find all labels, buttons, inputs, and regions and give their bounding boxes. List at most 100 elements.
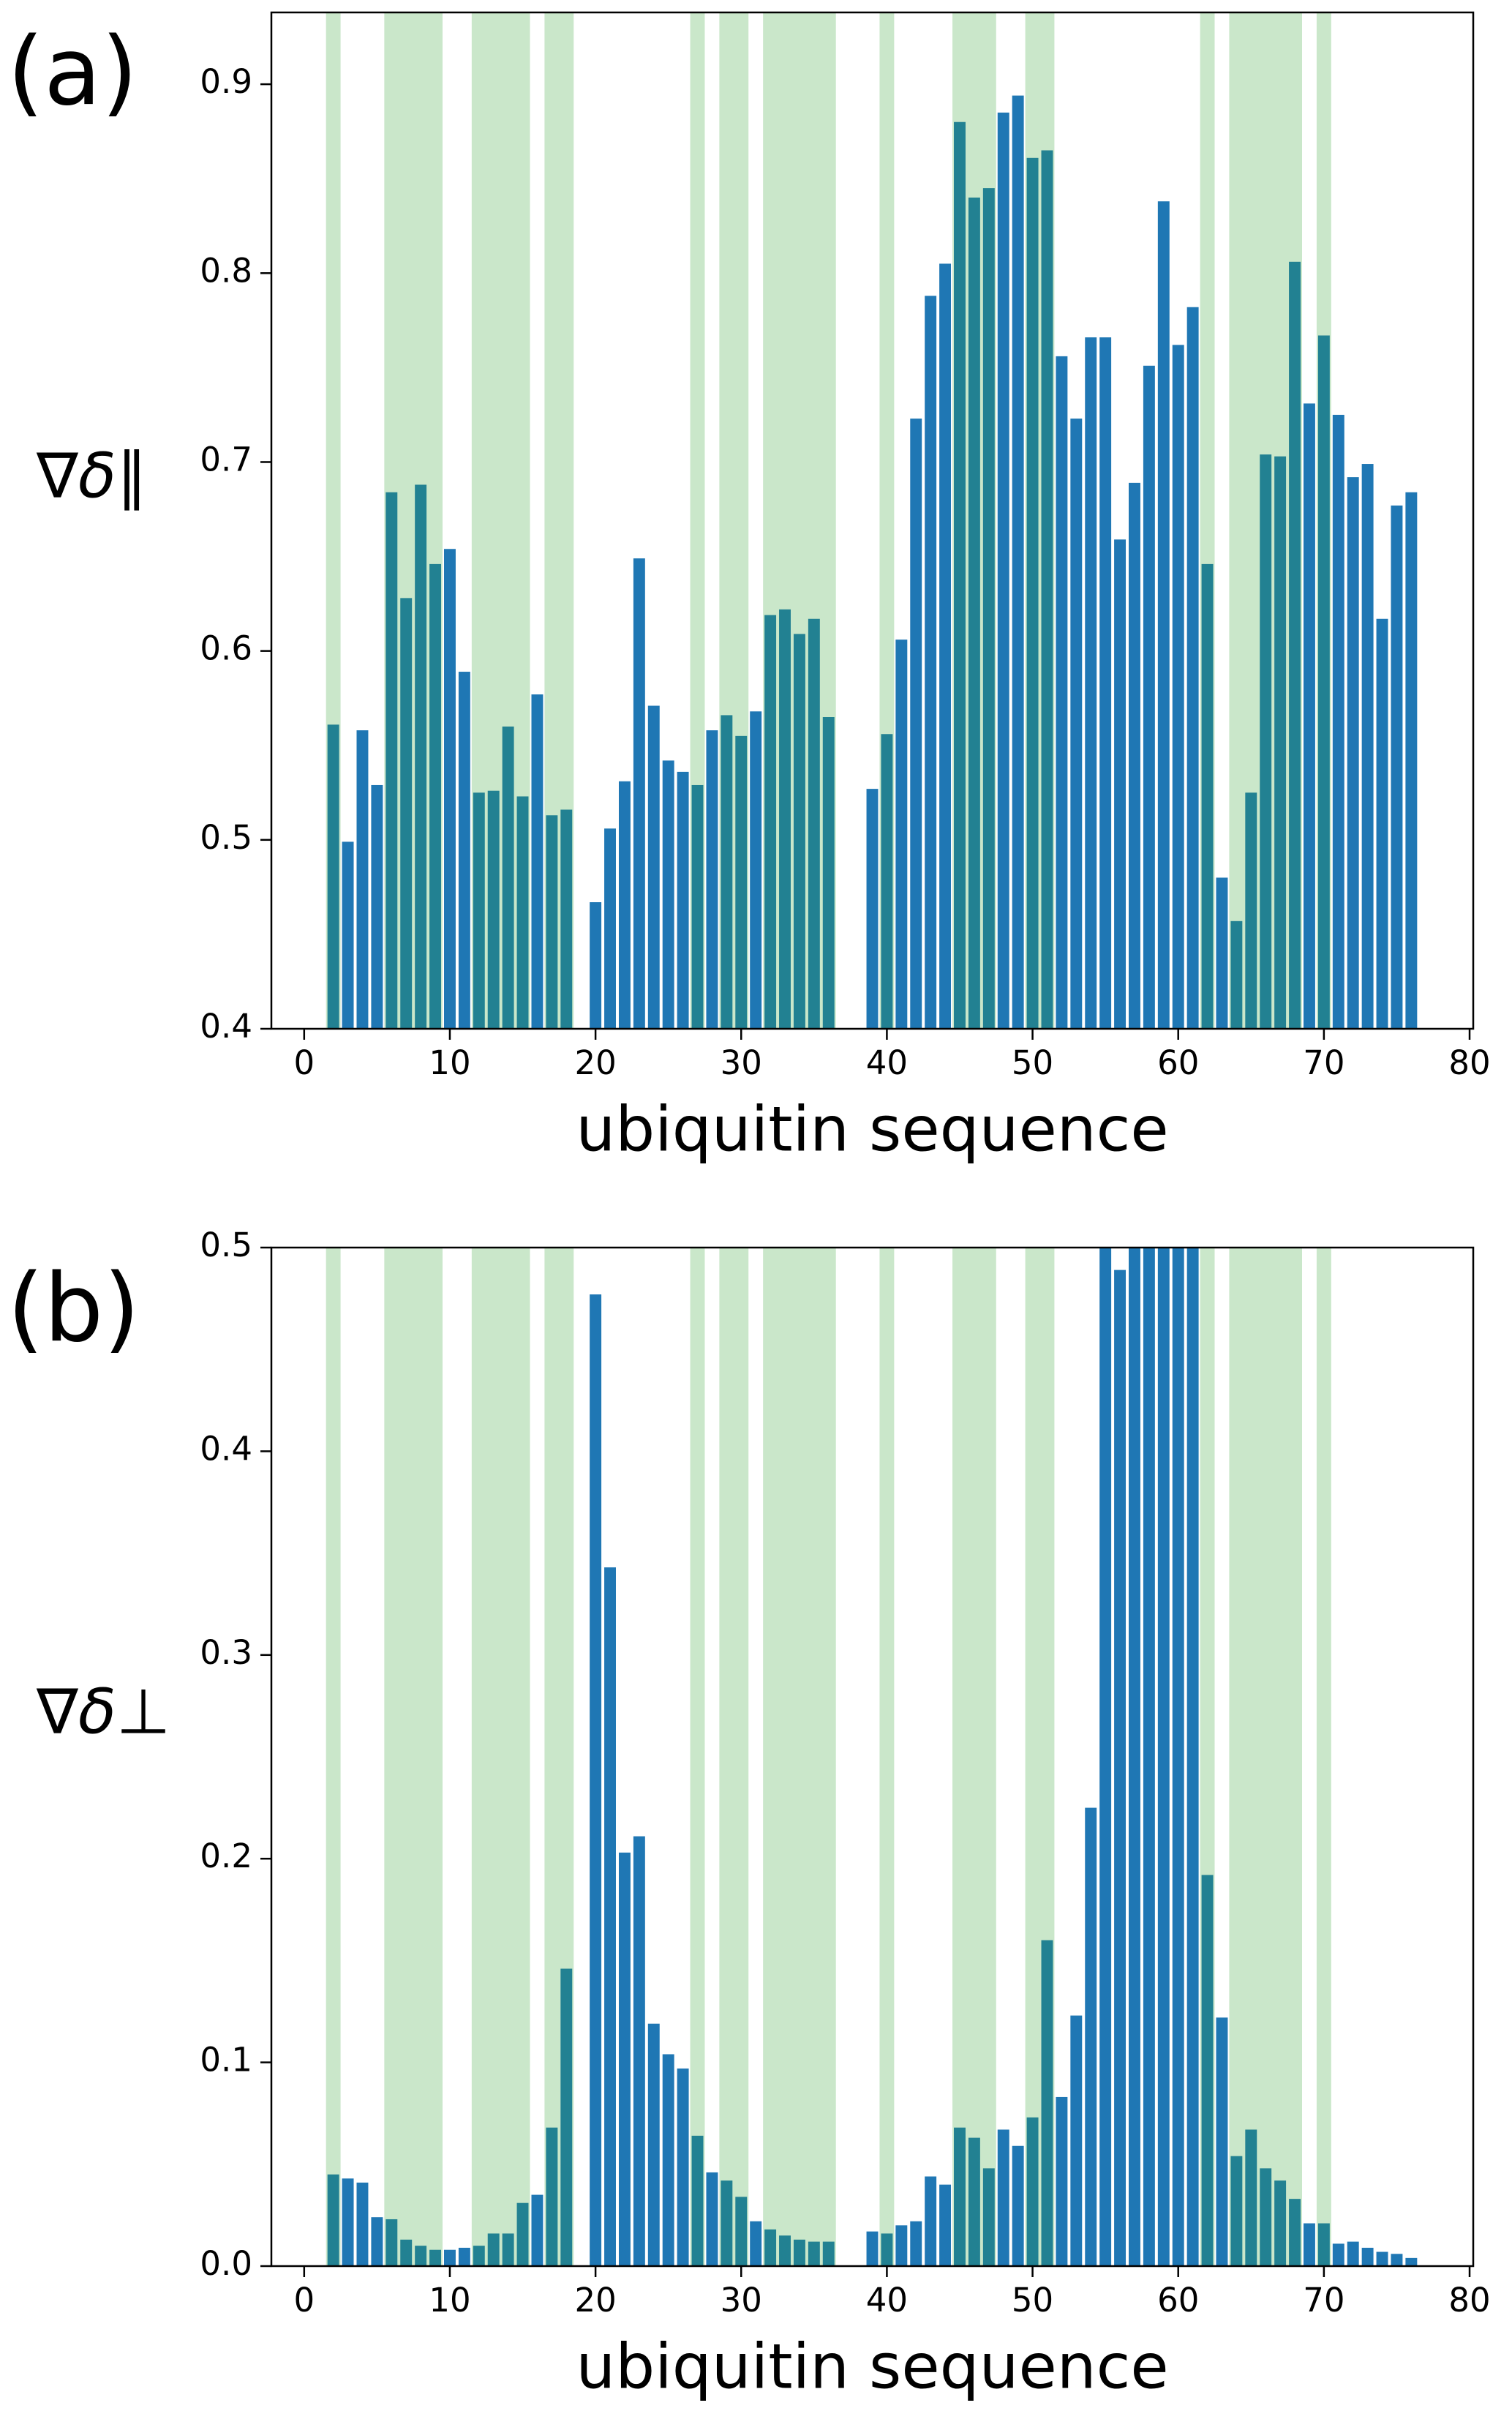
bar xyxy=(1230,920,1243,1029)
shaded-region xyxy=(544,12,574,1029)
bar xyxy=(982,188,995,1029)
bar xyxy=(779,609,791,1029)
bar xyxy=(866,2231,879,2266)
bar xyxy=(443,549,456,1029)
x-tick-label: 0 xyxy=(293,1043,315,1082)
bar xyxy=(385,2219,398,2266)
shaded-region xyxy=(1316,1248,1331,2266)
bar xyxy=(327,724,339,1029)
shaded-region xyxy=(719,1248,749,2266)
bar xyxy=(1085,337,1097,1029)
bar xyxy=(590,902,602,1029)
bar xyxy=(1129,1248,1140,2266)
x-tick-label: 70 xyxy=(1303,2281,1344,2320)
bar xyxy=(400,2239,413,2266)
y-tick-label: 0.5 xyxy=(200,818,252,857)
bar xyxy=(1012,95,1024,1029)
bar xyxy=(1157,1248,1170,2266)
bar xyxy=(735,735,748,1029)
bar xyxy=(968,198,980,1029)
x-tick-label: 0 xyxy=(293,2281,315,2320)
bar xyxy=(750,2221,762,2266)
bar xyxy=(1347,2241,1359,2266)
shaded-region xyxy=(719,12,749,1029)
bar xyxy=(1405,492,1418,1029)
bar xyxy=(677,2068,689,2266)
bar xyxy=(1317,2223,1330,2266)
bar xyxy=(371,784,383,1029)
y-tick-label: 0.2 xyxy=(200,1837,252,1875)
bar xyxy=(779,2235,791,2266)
x-tick-label: 10 xyxy=(429,1043,470,1082)
bar xyxy=(1186,307,1199,1029)
bar xyxy=(604,1567,616,2266)
bar xyxy=(1012,2145,1024,2266)
bar xyxy=(1332,414,1344,1029)
bar xyxy=(633,1836,645,2266)
bar xyxy=(1361,464,1374,1029)
bar xyxy=(1143,365,1155,1029)
y-axis-label: ∇δ⊥ xyxy=(36,1676,170,1749)
bar xyxy=(1347,477,1359,1029)
bar xyxy=(997,2129,1009,2266)
bar xyxy=(546,815,558,1029)
bar xyxy=(1099,337,1112,1029)
bar xyxy=(1332,2243,1344,2266)
bar xyxy=(429,2249,442,2266)
shaded-region xyxy=(471,1248,530,2266)
bar xyxy=(881,2233,893,2266)
bar xyxy=(1201,563,1214,1029)
bar xyxy=(546,2127,558,2266)
bar xyxy=(1026,2117,1039,2266)
bar xyxy=(647,705,660,1029)
bar xyxy=(662,760,674,1029)
shaded-region xyxy=(326,12,341,1029)
bar xyxy=(1303,2223,1315,2266)
bar xyxy=(1274,456,1287,1029)
bar xyxy=(1056,2096,1068,2266)
shaded-region xyxy=(326,1248,341,2266)
shaded-region xyxy=(384,12,443,1029)
bar xyxy=(1041,150,1053,1029)
bar xyxy=(647,2023,660,2266)
bar xyxy=(910,419,922,1029)
shaded-region xyxy=(1200,12,1215,1029)
x-tick-label: 80 xyxy=(1448,1043,1490,1082)
bar xyxy=(764,615,777,1029)
shaded-region xyxy=(952,1248,996,2266)
bar xyxy=(560,1968,573,2266)
shaded-region xyxy=(1316,12,1331,1029)
y-tick-label: 0.4 xyxy=(200,1007,252,1046)
x-tick-label: 30 xyxy=(721,2281,762,2320)
bar xyxy=(1172,345,1184,1029)
shaded-region xyxy=(544,1248,574,2266)
axes-frame xyxy=(270,1246,1475,2268)
bar xyxy=(1026,157,1039,1029)
bar xyxy=(895,640,908,1029)
x-axis-label: ubiquitin sequence xyxy=(576,2330,1168,2403)
bar xyxy=(502,2233,514,2266)
bar xyxy=(1405,2257,1418,2266)
y-tick-label: 0.7 xyxy=(200,440,252,479)
bar xyxy=(1376,2251,1388,2266)
bar xyxy=(1114,539,1127,1029)
x-axis-label: ubiquitin sequence xyxy=(576,1093,1168,1166)
bar xyxy=(516,2202,529,2266)
bar xyxy=(997,112,1009,1029)
bar xyxy=(910,2221,922,2266)
bar xyxy=(1143,1248,1155,2266)
bar xyxy=(473,792,485,1029)
bar xyxy=(1201,1875,1214,2266)
bar xyxy=(473,2246,485,2266)
shaded-region xyxy=(1229,12,1302,1029)
y-tick-label: 0.1 xyxy=(200,2041,252,2080)
bar xyxy=(881,734,893,1029)
bar xyxy=(371,2217,383,2266)
shaded-region xyxy=(690,12,705,1029)
bar xyxy=(866,789,879,1029)
bar xyxy=(487,2233,500,2266)
bar xyxy=(822,717,835,1029)
bar xyxy=(1274,2180,1287,2266)
x-tick-label: 20 xyxy=(574,2281,616,2320)
